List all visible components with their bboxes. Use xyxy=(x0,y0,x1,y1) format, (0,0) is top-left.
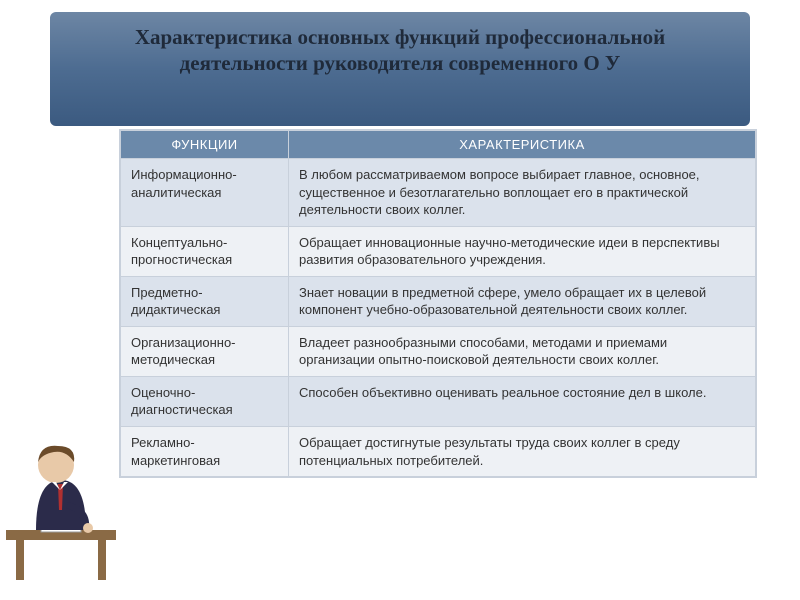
table-row: Организационно-методическая Владеет разн… xyxy=(121,326,756,376)
table-header-row: ФУНКЦИИ ХАРАКТЕРИСТИКА xyxy=(121,131,756,159)
cell-function: Предметно-дидактическая xyxy=(121,276,289,326)
table-row: Рекламно-маркетинговая Обращает достигну… xyxy=(121,427,756,477)
cell-description: Обращает достигнутые результаты труда св… xyxy=(289,427,756,477)
cell-description: Владеет разнообразными способами, метода… xyxy=(289,326,756,376)
person-at-desk-icon xyxy=(6,410,116,580)
cell-function: Организационно-методическая xyxy=(121,326,289,376)
table-row: Концептуально-прогностическая Обращает и… xyxy=(121,226,756,276)
functions-table: ФУНКЦИИ ХАРАКТЕРИСТИКА Информационно-ана… xyxy=(120,130,756,477)
cell-description: В любом рассматриваемом вопросе выбирает… xyxy=(289,159,756,227)
header-functions: ФУНКЦИИ xyxy=(121,131,289,159)
cell-function: Концептуально-прогностическая xyxy=(121,226,289,276)
table-row: Информационно-аналитическая В любом расс… xyxy=(121,159,756,227)
cell-description: Способен объективно оценивать реальное с… xyxy=(289,376,756,426)
table-row: Предметно-дидактическая Знает новации в … xyxy=(121,276,756,326)
table-row: Оценочно-диагностическая Способен объект… xyxy=(121,376,756,426)
cell-function: Рекламно-маркетинговая xyxy=(121,427,289,477)
header-characteristic: ХАРАКТЕРИСТИКА xyxy=(289,131,756,159)
cell-function: Оценочно-диагностическая xyxy=(121,376,289,426)
cell-description: Обращает инновационные научно-методическ… xyxy=(289,226,756,276)
cell-description: Знает новации в предметной сфере, умело … xyxy=(289,276,756,326)
cell-function: Информационно-аналитическая xyxy=(121,159,289,227)
page-title: Характеристика основных функций професси… xyxy=(0,24,800,77)
